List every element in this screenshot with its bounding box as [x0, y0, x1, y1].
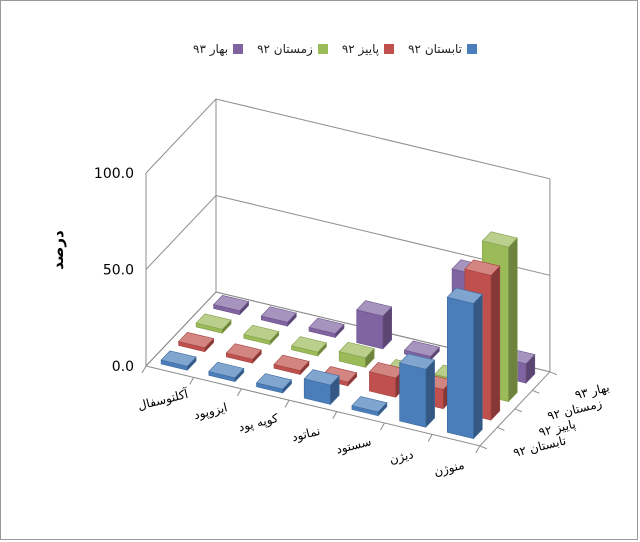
x-tick-label: نماتود	[290, 424, 322, 446]
bar-top	[178, 331, 215, 349]
x-tick	[475, 445, 481, 454]
x-tick	[380, 422, 385, 431]
bar	[446, 287, 483, 440]
x-tick	[427, 434, 433, 442]
bar-side	[508, 237, 518, 403]
bar-top	[356, 300, 393, 317]
x-tick-label: آکلتوسفال	[136, 386, 190, 414]
bar	[213, 294, 250, 316]
bar-top	[208, 361, 245, 379]
bar-top	[446, 287, 483, 304]
bar-top	[195, 313, 232, 330]
bar-top	[399, 353, 436, 370]
x-tick	[284, 399, 290, 408]
bar-side	[425, 359, 435, 428]
bar-top	[213, 294, 250, 312]
bar	[338, 341, 375, 369]
x-tick	[141, 365, 147, 374]
bar-top	[290, 336, 328, 353]
bar-side	[490, 265, 501, 421]
legend-label: بهار ۹۳	[193, 42, 229, 56]
legend-item: پاییز ۹۲	[341, 42, 395, 56]
bar	[225, 343, 262, 364]
bar-front	[399, 362, 427, 428]
y-tick-label: 50.0	[103, 263, 134, 279]
x-tick	[332, 411, 338, 419]
bar-top	[464, 259, 501, 276]
legend-label: پاییز ۹۲	[341, 42, 380, 56]
bar	[243, 324, 280, 346]
x-tick-label: ایزوپود	[192, 400, 229, 423]
y-tick-label: 0.0	[112, 359, 134, 375]
bar-top	[338, 341, 375, 359]
bar	[368, 362, 405, 399]
x-tick-label: سستود	[335, 434, 373, 457]
gridline	[145, 98, 551, 180]
depth-tick	[479, 445, 488, 450]
depth-tick	[549, 371, 558, 376]
bar-top	[308, 317, 345, 334]
x-tick-label: کوپه پود	[237, 411, 280, 435]
bar-top	[160, 350, 197, 367]
bar	[273, 354, 310, 376]
bar	[208, 361, 245, 383]
bar-top	[255, 373, 293, 390]
bar-side	[473, 293, 483, 440]
bar	[351, 396, 388, 417]
legend-swatch	[233, 44, 244, 54]
depth-tick	[497, 426, 505, 431]
bar-top	[273, 354, 310, 371]
bar-top	[303, 369, 340, 386]
bar-top	[403, 340, 440, 357]
depth-tick	[532, 389, 540, 394]
bar-top	[351, 396, 388, 413]
x-tick	[236, 388, 242, 397]
bar	[356, 300, 393, 350]
bar	[178, 331, 215, 353]
legend: تابستان ۹۲ پاییز ۹۲ زمستان ۹۲ بهار ۹۳	[170, 38, 500, 60]
bar	[308, 317, 345, 339]
bar-top	[481, 231, 518, 248]
bar	[303, 369, 340, 406]
depth-tick-label: زمستان ۹۲	[546, 396, 604, 424]
bar-front	[446, 296, 474, 439]
legend-swatch	[317, 44, 328, 54]
bar	[399, 353, 436, 428]
bar-front	[356, 309, 384, 350]
legend-item: بهار ۹۳	[193, 42, 244, 56]
bar-top	[260, 306, 297, 323]
x-tick-label: منوژن	[432, 458, 466, 480]
depth-tick	[514, 408, 523, 413]
legend-item: زمستان ۹۲	[257, 42, 328, 56]
legend-item: تابستان ۹۲	[408, 42, 477, 56]
x-tick	[189, 377, 195, 385]
legend-swatch	[384, 44, 395, 54]
bar	[290, 336, 328, 357]
legend-label: تابستان ۹۲	[408, 42, 462, 56]
bar-top	[225, 343, 262, 360]
bar	[260, 306, 297, 327]
y-tick-label: 100.0	[94, 166, 134, 182]
bar	[195, 313, 232, 334]
bar	[255, 373, 293, 394]
bar	[160, 350, 197, 371]
bar-top	[243, 324, 280, 342]
legend-swatch	[466, 44, 477, 54]
legend-label: زمستان ۹۲	[257, 42, 313, 56]
x-tick-label: دیژن	[388, 447, 415, 467]
